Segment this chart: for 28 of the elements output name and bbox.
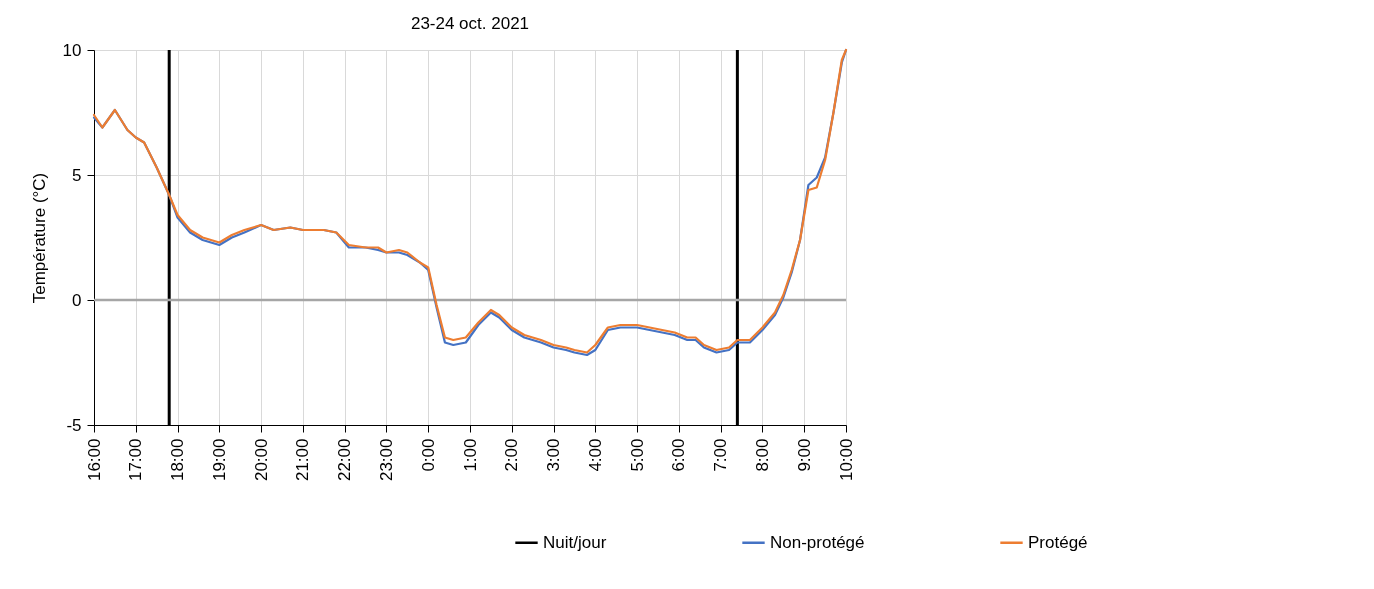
x-tick-label: 19:00 xyxy=(209,438,229,482)
y-tick-label: -5 xyxy=(66,415,82,435)
y-tick-label: 5 xyxy=(72,165,82,185)
legend-label: Non-protégé xyxy=(770,532,865,552)
x-tick-label: 17:00 xyxy=(126,438,146,482)
x-tick-label: 21:00 xyxy=(293,438,313,482)
x-tick-label: 5:00 xyxy=(627,438,647,472)
x-tick-label: 16:00 xyxy=(84,438,104,482)
x-tick-label: 22:00 xyxy=(335,438,355,482)
x-tick-label: 8:00 xyxy=(752,438,772,472)
x-tick-label: 1:00 xyxy=(460,438,480,472)
x-tick-label: 2:00 xyxy=(502,438,522,472)
x-tick-label: 4:00 xyxy=(585,438,605,472)
chart-title: 23-24 oct. 2021 xyxy=(410,14,530,33)
y-tick-label: 0 xyxy=(72,290,82,310)
x-tick-label: 23:00 xyxy=(376,438,396,482)
legend-label: Nuit/jour xyxy=(543,532,607,552)
x-tick-label: 20:00 xyxy=(251,438,271,482)
x-tick-label: 10:00 xyxy=(836,438,856,482)
x-tick-label: 3:00 xyxy=(544,438,564,472)
x-tick-label: 0:00 xyxy=(418,438,438,472)
x-tick-label: 6:00 xyxy=(669,438,689,472)
y-tick-label: 10 xyxy=(62,40,82,60)
y-axis-title: Température (°C) xyxy=(29,172,49,304)
legend-label: Protégé xyxy=(1028,532,1088,552)
x-tick-label: 9:00 xyxy=(794,438,814,472)
x-tick-label: 7:00 xyxy=(711,438,731,472)
x-tick-label: 18:00 xyxy=(168,438,188,482)
